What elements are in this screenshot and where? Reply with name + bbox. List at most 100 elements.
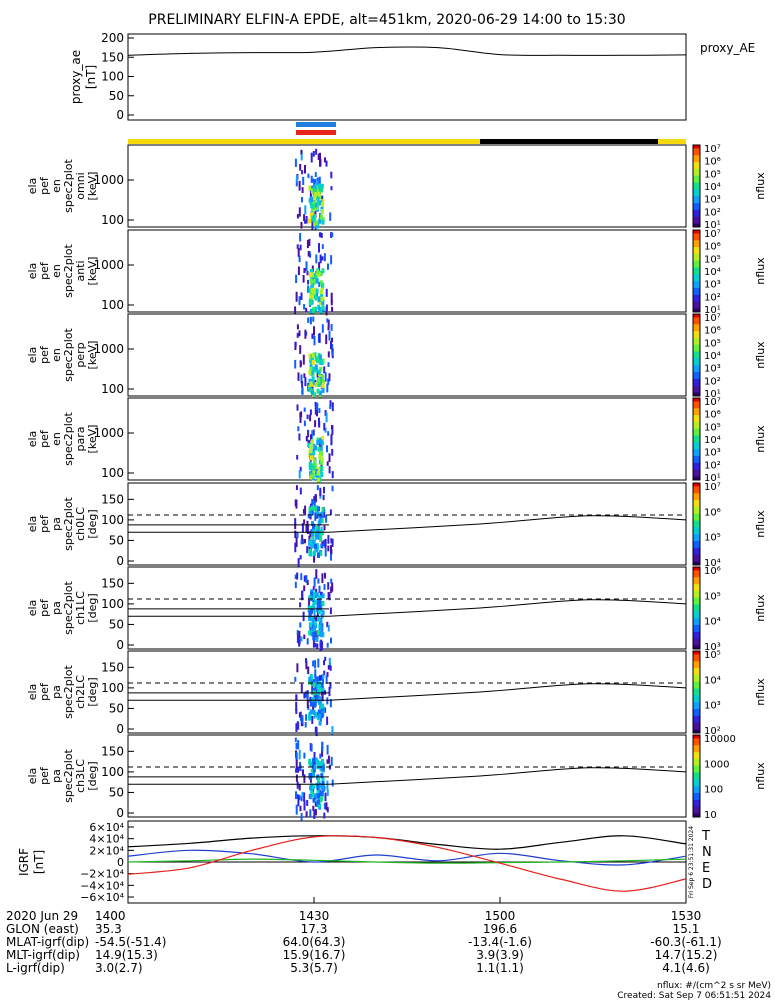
footer-row-label: 2020 Jun 29 <box>6 909 78 923</box>
spectrogram-panel-3-ylabel: para <box>74 427 87 452</box>
spectrogram-panel-7-pixel <box>330 756 333 766</box>
spectrogram-panel-7-pixel <box>298 783 301 791</box>
spectrogram-panel-0-core-pixel <box>313 221 317 227</box>
colorbar-0-segment <box>693 203 700 207</box>
spectrogram-panel-4-pixel <box>294 499 297 507</box>
spectrogram-panel-1-core-pixel <box>311 282 315 288</box>
spectrogram-panel-0-pixel <box>310 185 313 190</box>
spectrogram-panel-4-pixel <box>304 539 306 544</box>
spectrogram-panel-0-pixel <box>300 221 303 229</box>
spectrogram-panel-3-core-pixel <box>320 457 324 463</box>
spectrogram-panel-3-core-pixel <box>320 472 324 477</box>
spectrogram-panel-4-pixel <box>329 509 332 516</box>
spectrogram-panel-3-pixel <box>297 426 300 432</box>
spectrogram-panel-4-pixel <box>316 485 319 491</box>
footer-cell: -13.4(-1.6) <box>468 935 532 949</box>
colorbar-4-tick-label: 10⁷ <box>704 482 721 493</box>
spectrogram-panel-0-ylabel: pef <box>38 176 51 195</box>
colorbar-5-frame <box>692 566 701 650</box>
spectrogram-panel-6-ylabel: ela <box>26 684 39 701</box>
spectrogram-panel-2-pixel <box>309 316 312 325</box>
spectrogram-panel-7-pixel <box>313 752 316 762</box>
colorbar-1-segment <box>693 253 700 258</box>
spectrogram-panel-7-pixel <box>325 802 328 811</box>
colorbar-3-segment <box>693 439 700 443</box>
igrf-ylabel: IGRF <box>17 848 31 876</box>
spectrogram-panel-7-pixel <box>301 791 304 797</box>
spectrogram-panel-2-core-pixel <box>313 352 317 358</box>
footer-cell: 196.6 <box>483 922 517 936</box>
spectrogram-panel-2-core-pixel <box>321 383 325 389</box>
colorbar-0-label: nflux <box>754 172 767 200</box>
spectrogram-panel-1-core-pixel <box>321 299 325 305</box>
spectrogram-panel-5-core-pixel <box>317 599 321 605</box>
spectrogram-panel-4-pixel <box>325 515 328 523</box>
spectrogram-panel-4-core-pixel <box>308 548 312 554</box>
colorbar-2-tick-label: 10¹ <box>704 389 721 400</box>
spectrogram-panel-3-core-pixel <box>310 455 314 461</box>
igrf-ytick-label: −4×10⁴ <box>80 879 124 892</box>
spectrogram-panel-1-pixel <box>318 243 320 253</box>
spectrogram-panel-6-pixel <box>327 665 330 670</box>
spectrogram-panel-3-core-pixel <box>318 450 322 456</box>
colorbar-7-tick-label: 100 <box>704 785 723 796</box>
colorbar-2-segment <box>693 337 700 342</box>
spectrogram-panel-1-core-pixel <box>310 308 313 314</box>
colorbar-6-tick-label: 10⁴ <box>704 675 721 686</box>
spectrogram-panel-7-core-pixel <box>312 757 316 763</box>
colorbar-4-segment <box>693 496 700 501</box>
proxy-ae-ytick-label: 150 <box>101 50 124 64</box>
spectrogram-panel-4-pixel <box>301 538 304 545</box>
spectrogram-panel-0-ylabel: spec2plot <box>62 159 75 213</box>
footer-cell: 3.0(2.7) <box>95 961 143 975</box>
spectrogram-panel-0-ylabel: omni <box>74 172 87 199</box>
spectrogram-panel-6-pixel <box>314 674 317 681</box>
spectrogram-panel-4-core-pixel <box>321 507 325 512</box>
spectrogram-panel-2-pixel <box>312 316 315 322</box>
spectrogram-panel-5-pixel <box>318 585 321 593</box>
colorbar-5-tick-label: 10⁵ <box>704 591 721 602</box>
spectrogram-panel-5-pixel <box>308 597 311 605</box>
colorbar-2-segment <box>693 378 700 383</box>
colorbar-4-segment <box>693 544 700 549</box>
spectrogram-panel-4-core-pixel <box>311 534 315 540</box>
spectrogram-panel-2-ytick-label: 100 <box>101 382 124 396</box>
spectrogram-panel-3-core-pixel <box>321 436 325 441</box>
spectrogram-panel-6-pixel <box>312 660 315 667</box>
spectrogram-panel-7-ylabel: pef <box>38 766 51 785</box>
spectrogram-panel-6-pixel <box>307 666 310 675</box>
colorbar-5-segment <box>693 604 700 609</box>
spectrogram-panel-1-pixel <box>318 281 321 287</box>
spectrogram-panel-2-pixel <box>324 372 327 382</box>
spectrogram-panel-1-pixel <box>305 261 308 271</box>
spectrogram-panel-5-pixel <box>321 573 324 584</box>
colorbar-7-segment <box>693 810 700 815</box>
spectrogram-panel-6-pixel <box>305 714 308 721</box>
spectrogram-panel-3-pixel <box>309 414 312 422</box>
footer-cell: 17.3 <box>301 922 328 936</box>
spectrogram-panel-0-core-pixel <box>319 200 323 206</box>
spectrogram-panel-1-core-pixel <box>320 296 324 302</box>
spectrogram-panel-2-core-pixel <box>312 366 316 372</box>
spectrogram-panel-4-core-pixel <box>319 515 323 521</box>
colorbar-4-segment <box>693 534 700 539</box>
spectrogram-panel-4-core-pixel <box>312 550 316 556</box>
spectrogram-panel-4-ytick-label: 150 <box>101 492 124 506</box>
spectrogram-panel-4-pixel <box>295 537 298 547</box>
spectrogram-panel-5-pixel <box>330 637 332 644</box>
colorbar-1-segment <box>693 243 700 248</box>
colorbar-2-segment <box>693 331 700 335</box>
spectrogram-panel-5-pixel <box>327 582 330 590</box>
colorbar-0-tick-label: 10² <box>704 207 721 218</box>
spectrogram-panel-0-pixel <box>314 172 317 178</box>
spectrogram-panel-4-core-pixel <box>312 506 316 512</box>
colorbar-2-segment <box>693 334 700 339</box>
proxy-ae-legend: proxy_AE <box>700 41 755 55</box>
spectrogram-panel-0-pixel <box>305 216 308 224</box>
spectrogram-panel-0-core-pixel <box>308 218 311 224</box>
spectrogram-panel-6-core-pixel <box>319 705 322 710</box>
colorbar-2-segment <box>693 341 700 346</box>
spectrogram-panel-3-pixel <box>331 448 334 456</box>
spectrogram-panel-1-core-pixel <box>311 309 315 315</box>
spectrogram-panel-0-pixel <box>330 186 333 191</box>
